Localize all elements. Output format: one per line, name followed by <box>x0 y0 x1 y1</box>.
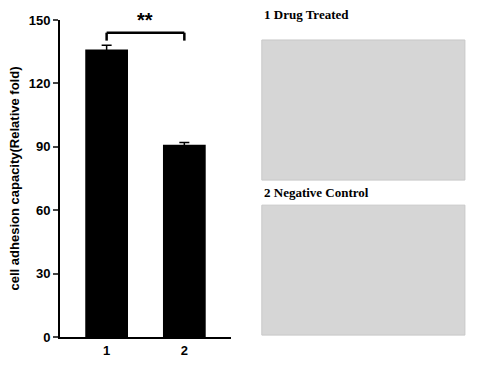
svg-text:**: ** <box>137 9 153 31</box>
svg-text:120: 120 <box>29 76 51 91</box>
svg-text:0: 0 <box>43 330 50 345</box>
svg-text:cell adhesion capacity(Relativ: cell adhesion capacity(Relative fold) <box>7 67 22 291</box>
svg-text:150: 150 <box>29 13 51 28</box>
svg-text:90: 90 <box>36 139 50 154</box>
svg-text:2 Negative Control: 2 Negative Control <box>264 185 369 200</box>
svg-text:60: 60 <box>36 203 50 218</box>
svg-text:2: 2 <box>181 343 188 358</box>
svg-text:1: 1 <box>103 343 110 358</box>
svg-text:30: 30 <box>36 266 50 281</box>
svg-text:1 Drug Treated: 1 Drug Treated <box>264 7 349 22</box>
